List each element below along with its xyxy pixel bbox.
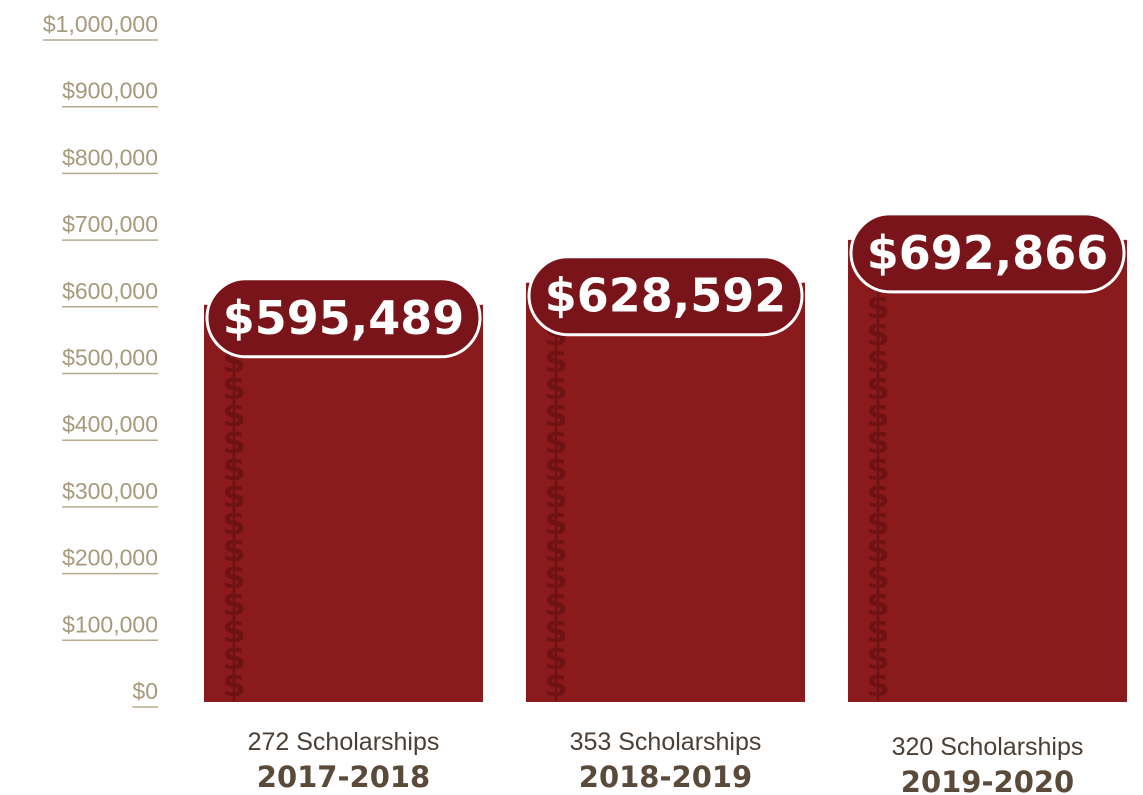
dollar-glyph: $: [545, 341, 568, 380]
x-axis: 272 Scholarships 2017-2018 353 Scholarship…: [248, 728, 1084, 795]
y-tick-label: $200,000: [62, 545, 158, 571]
dollar-glyph: $: [867, 287, 890, 326]
bar: [526, 282, 805, 702]
bar-value-label: $628,592: [545, 269, 787, 323]
dollar-glyph: $: [545, 368, 568, 407]
bar-group: $$$$$$$$$$$$$$$$628,592: [526, 255, 805, 704]
dollar-glyph: $: [545, 557, 568, 596]
dollar-glyph: $: [223, 530, 246, 569]
dollar-glyph: $: [223, 584, 246, 623]
category-sublabel: 320 Scholarships: [892, 733, 1084, 761]
dollar-glyph: $: [545, 503, 568, 542]
value-pill: [849, 212, 1126, 294]
dollar-glyph: $: [867, 503, 890, 542]
dollar-glyph: $: [223, 638, 246, 677]
value-pill: [205, 277, 482, 359]
dollar-glyph: $: [867, 314, 890, 353]
bar-value-label: $595,489: [223, 291, 465, 345]
y-tick-label: $900,000: [62, 78, 158, 104]
category-label: 2019-2020: [901, 765, 1074, 795]
y-tick-label: $700,000: [62, 211, 158, 237]
dollar-glyph: $: [545, 530, 568, 569]
y-tick-label: $500,000: [62, 345, 158, 371]
dollar-glyph: $: [867, 476, 890, 515]
category-label: 2017-2018: [257, 760, 430, 794]
category-sublabel: 272 Scholarships: [248, 728, 440, 756]
dollar-glyph: $: [223, 503, 246, 542]
bar: [848, 239, 1127, 702]
value-pill: [527, 255, 804, 337]
dollar-glyph: $: [867, 638, 890, 677]
category-sublabel: 353 Scholarships: [570, 728, 762, 756]
y-tick-label: $800,000: [62, 144, 158, 170]
y-tick-label: $0: [132, 678, 158, 704]
dollar-glyph: $: [867, 584, 890, 623]
dollar-glyph: $: [223, 422, 246, 461]
dollar-glyph: $: [223, 449, 246, 488]
dollar-glyph: $: [867, 341, 890, 380]
dollar-decoration: $$$$$$$$$$$$$$$: [545, 287, 568, 704]
dollar-glyph: $: [867, 449, 890, 488]
y-tick-label: $100,000: [62, 611, 158, 637]
dollar-glyph: $: [545, 638, 568, 677]
dollar-glyph: $: [545, 584, 568, 623]
y-axis: $0 $100,000 $200,000 $300,000 $400,000 $500,0…: [42, 11, 158, 708]
dollar-decoration: $$$$$$$$$$$$$$: [223, 314, 246, 704]
category-label: 2018-2019: [579, 760, 752, 794]
dollar-glyph: $: [867, 395, 890, 434]
dollar-glyph: $: [545, 476, 568, 515]
y-tick-label: $1,000,000: [43, 11, 158, 37]
dollar-glyph: $: [867, 422, 890, 461]
bar-value-label: $692,866: [867, 226, 1109, 280]
dollar-glyph: $: [545, 665, 568, 704]
dollar-glyph: $: [545, 449, 568, 488]
dollar-glyph: $: [223, 395, 246, 434]
dollar-glyph: $: [867, 665, 890, 704]
dollar-glyph: $: [867, 557, 890, 596]
bars: $$$$$$$$$$$$$$$595,489$$$$$$$$$$$$$$$$62…: [204, 212, 1127, 704]
bar: [204, 304, 483, 702]
dollar-glyph: $: [223, 476, 246, 515]
dollar-glyph: $: [223, 368, 246, 407]
dollar-glyph: $: [545, 611, 568, 650]
dollar-glyph: $: [223, 611, 246, 650]
dollar-glyph: $: [223, 665, 246, 704]
dollar-glyph: $: [867, 368, 890, 407]
dollar-glyph: $: [867, 530, 890, 569]
y-tick-label: $300,000: [62, 478, 158, 504]
dollar-glyph: $: [223, 557, 246, 596]
y-tick-label: $400,000: [62, 411, 158, 437]
dollar-glyph: $: [867, 611, 890, 650]
bar-group: $$$$$$$$$$$$$$$595,489: [204, 277, 483, 704]
dollar-decoration: $$$$$$$$$$$$$$$$: [867, 260, 890, 704]
y-tick-label: $600,000: [62, 278, 158, 304]
dollar-glyph: $: [545, 422, 568, 461]
dollar-glyph: $: [545, 395, 568, 434]
bar-group: $$$$$$$$$$$$$$$$$692,866: [848, 212, 1127, 704]
